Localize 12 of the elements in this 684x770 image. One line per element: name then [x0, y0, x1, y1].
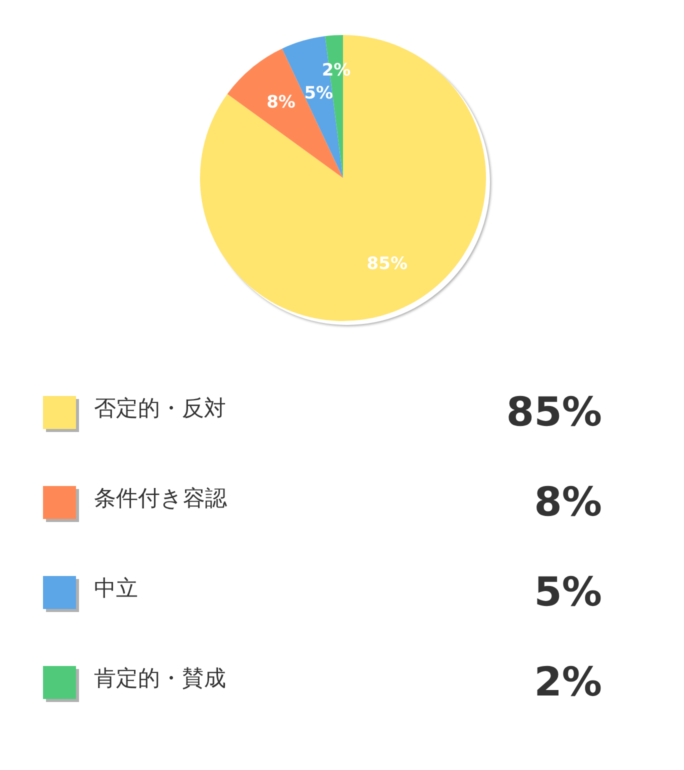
data-label: 2% [322, 60, 351, 80]
data-label: 8% [266, 92, 296, 112]
data-label: 85% [366, 254, 408, 274]
text: 85% [506, 389, 602, 436]
legend-label: 中立 [94, 576, 138, 602]
text: 5% [534, 569, 602, 616]
legend-label: 肯定的・賛成 [94, 666, 226, 692]
data-label: 5% [304, 84, 334, 104]
text: 8% [534, 479, 602, 526]
legend-label: 条件付き容認 [94, 486, 227, 512]
legend-label: 否定的・反対 [94, 396, 226, 422]
text: 2% [534, 659, 602, 706]
